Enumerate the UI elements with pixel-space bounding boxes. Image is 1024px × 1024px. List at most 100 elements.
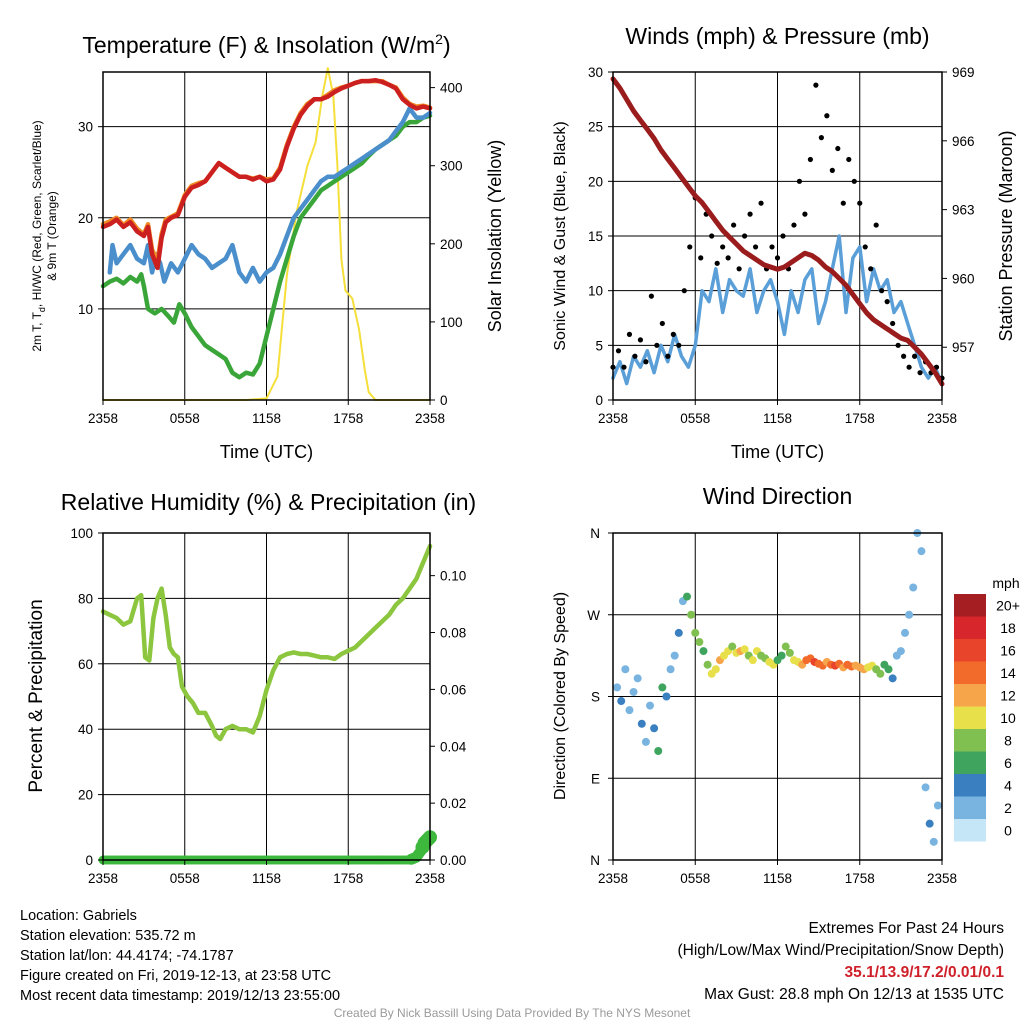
gust-point [851,178,857,184]
gust-point [742,233,748,239]
direction-point [884,665,893,674]
legend-title: mph [992,575,1019,591]
gust-point [813,82,819,88]
credit-line: Created By Nick Bassill Using Data Provi… [333,1006,691,1020]
gust-point [807,156,814,163]
extremes-subtitle: (High/Low/Max Wind/Precipitation/Snow De… [677,942,1005,959]
wind-direction-chart: 2358 0558 1158 1758 2358 N E S W N Wind Direction D… [552,483,1020,886]
legend-swatch [954,639,986,662]
y-tick-label: 10 [588,284,603,299]
y-tick-label: 0 [595,393,603,408]
direction-point [625,706,634,715]
y-tick-label: S [591,690,600,705]
gust-point [676,342,682,348]
temperature-insolation-chart: 2358 0558 1158 1758 23581020300100200300400T… [30,31,505,462]
legend-label: 18 [1000,620,1016,636]
y-axis-label: Percent & Precipitation [26,599,47,792]
x-tick-label: 1758 [845,871,875,886]
y-tick-label: 80 [78,591,93,606]
gust-point [681,288,687,294]
x-tick-label: 2358 [927,871,957,886]
direction-point [613,683,622,692]
gust-point [621,364,627,370]
y-axis-label-line2: & 9m T (Orange) [45,191,59,281]
direction-point [641,737,650,746]
gust-point [774,255,781,261]
legend-swatch [954,706,986,729]
gust-point [632,353,638,359]
direction-point [785,648,794,657]
direction-point [777,651,786,660]
direction-point [921,783,930,792]
y-axis-label: Direction (Colored By Speed) [552,592,569,800]
y2-tick-label: 0.06 [440,682,466,697]
station-latlon: Station lat/lon: 44.4174; -74.1787 [20,948,234,964]
y-tick-label: 15 [588,229,603,244]
direction-point [900,628,909,637]
x-axis-label: Time (UTC) [220,442,313,462]
chart-title: Relative Humidity (%) & Precipitation (i… [61,489,476,515]
legend-swatch [954,751,986,774]
x-axis-label: Time (UTC) [731,442,824,462]
y2-tick-label: 0.10 [440,569,466,584]
extremes-values: 35.1/13.9/17.2/0.01/0.1 [844,964,1004,981]
gust-point [895,342,901,348]
legend-swatch [954,729,986,752]
gust-point [615,348,622,354]
figure-created: Figure created on Fri, 2019-12-13, at 23… [20,968,332,984]
legend-label: 16 [1000,642,1016,658]
gust-point [637,337,644,343]
direction-point [925,819,934,828]
series-humidity [100,543,433,742]
gust-point [840,200,846,206]
direction-point [748,656,757,665]
x-tick-label: 1758 [845,411,875,426]
direction-point [711,665,720,674]
station-location: Location: Gabriels [20,908,137,924]
direction-point [691,628,700,637]
gust-point [626,331,633,337]
max-gust: Max Gust: 28.8 mph On 12/13 at 1535 UTC [704,986,1004,1003]
y2-tick-label: 0.00 [440,853,466,868]
direction-point [646,701,655,710]
y-tick-label: 40 [78,722,93,737]
legend-label: 8 [1004,732,1012,748]
gust-point [643,359,649,365]
y2-tick-label: 0 [440,393,448,408]
gust-point [670,331,676,337]
y-tick-label: N [590,853,600,868]
y2-tick-label: 200 [440,237,463,252]
direction-point [629,687,638,696]
y-tick-label: 5 [595,338,603,353]
x-tick-label: 1158 [763,411,792,426]
legend-swatch [954,819,986,842]
recent-timestamp: Most recent data timestamp: 2019/12/13 2… [20,988,341,1004]
y-tick-label: 25 [588,120,603,135]
gust-point [873,222,879,228]
y-axis-label: 2m T, Td, HI/WC (Red, Green, Scarlet/Blu… [30,120,47,351]
x-tick-label: 2358 [88,411,118,426]
chart-title: Wind Direction [703,483,853,509]
gust-point [747,211,753,217]
gust-point [818,135,824,141]
x-tick-label: 0558 [170,411,200,426]
series-pressure [610,76,945,387]
y-tick-label: 10 [78,302,93,317]
direction-point [670,651,679,660]
gust-point [884,299,890,305]
gust-point [758,200,764,206]
direction-point [617,697,626,706]
y2-tick-label: 0.04 [440,739,467,754]
gust-point [769,244,775,250]
y2-tick-label: 0.08 [440,626,466,641]
x-tick-label: 2358 [88,871,118,886]
station-info: Location: Gabriels Station elevation: 53… [20,906,340,1006]
gust-point [857,200,863,206]
y2-axis-label: Station Pressure (Maroon) [996,130,1016,341]
direction-point [703,660,712,669]
gust-point [791,222,797,228]
legend-swatch [954,684,986,707]
y2-tick-label: 400 [440,81,463,96]
y2-axis-label: Solar Insolation (Yellow) [485,140,505,332]
y-tick-label: 20 [78,788,93,803]
